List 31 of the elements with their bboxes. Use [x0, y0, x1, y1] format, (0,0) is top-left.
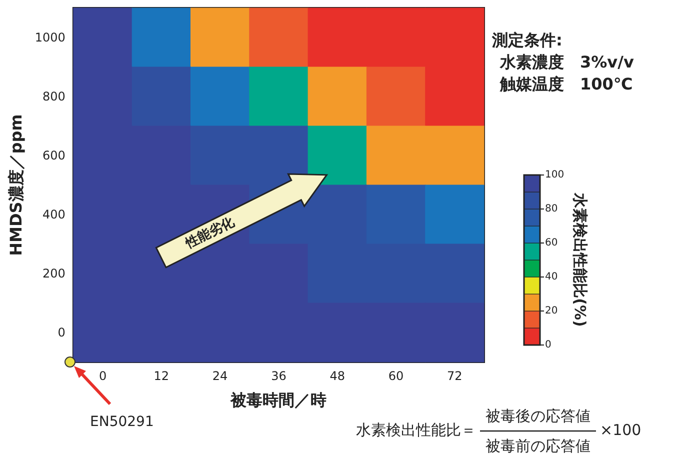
color-bar-label: 40 [545, 272, 558, 282]
x-tick-label: 72 [447, 369, 462, 383]
y-axis-title: HMDS濃度／ppm [6, 114, 26, 256]
text: 被毒前の応答値 [486, 437, 590, 455]
annotation: 性能劣化 [182, 213, 238, 252]
x-tick-label: 48 [330, 369, 346, 383]
x-tick-label: 0 [98, 369, 107, 383]
x-tick-label: 24 [212, 369, 228, 383]
y-tick-label: 800 [42, 90, 66, 104]
text: 被毒後の応答値 [486, 407, 590, 425]
text: 水素濃度 3%v/v [499, 52, 634, 72]
color-bar-label: 60 [545, 238, 558, 248]
x-tick-label: 36 [271, 369, 286, 383]
color-bar-label: 80 [545, 204, 558, 214]
x-axis-title: 被毒時間／時 [230, 390, 327, 410]
color-bar-title: 水素検出性能比(%) [571, 192, 589, 327]
y-tick-label: 1000 [34, 30, 66, 44]
color-bar-label: 0 [545, 340, 552, 350]
color-bar-label: 100 [545, 170, 564, 180]
y-tick-label: 600 [42, 148, 66, 162]
y-tick-label: 200 [42, 266, 66, 280]
text: 水素検出性能比＝ [356, 421, 476, 439]
x-tick-label: 12 [154, 369, 170, 383]
x-tick-label: 60 [388, 369, 404, 383]
text: 測定条件: [491, 30, 562, 50]
text: 触媒温度 100℃ [499, 74, 633, 94]
color-bar-label: 20 [545, 306, 558, 316]
y-tick-label: 0 [58, 326, 66, 340]
text: ×100 [600, 421, 642, 439]
text: EN50291 [90, 414, 154, 430]
y-tick-label: 400 [42, 208, 66, 222]
